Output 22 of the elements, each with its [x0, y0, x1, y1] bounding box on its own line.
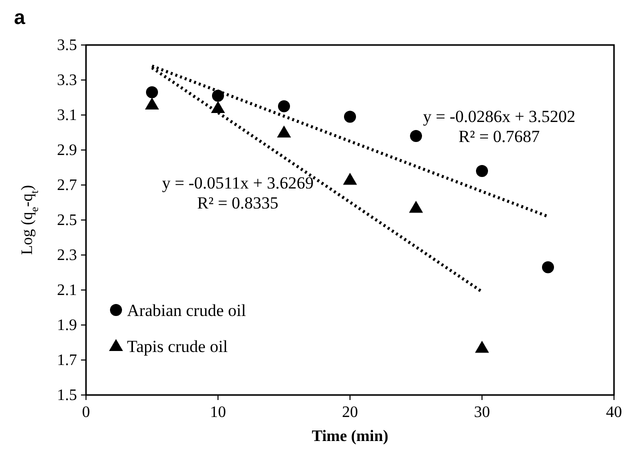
- y-tick-label: 2.9: [57, 142, 77, 159]
- annotation: y = -0.0511x + 3.6269 R² = 0.8335: [162, 174, 314, 212]
- annotation: y = -0.0286x + 3.5202 R² = 0.7687: [422, 107, 576, 146]
- y-tick-label: 1.5: [57, 387, 77, 404]
- y-tick-label: 2.5: [57, 212, 77, 229]
- legend-label: Arabian crude oil: [127, 301, 246, 320]
- x-tick-label: 20: [342, 404, 358, 421]
- x-tick-label: 30: [474, 404, 490, 421]
- x-tick-label: 40: [606, 404, 622, 421]
- x-axis-title: Time (min): [312, 428, 388, 445]
- chart-title: a: [14, 7, 26, 29]
- y-tick-label: 2.7: [57, 177, 77, 194]
- y-tick-label: 3.3: [57, 72, 77, 89]
- y-tick-label: 1.9: [57, 317, 77, 334]
- legend-label: Tapis crude oil: [127, 337, 228, 356]
- y-tick-label: 3.5: [57, 37, 77, 54]
- y-tick-label: 2.1: [57, 282, 77, 299]
- y-tick-label: 1.7: [57, 352, 77, 369]
- y-tick-label: 3.1: [57, 107, 77, 124]
- x-tick-label: 10: [210, 404, 226, 421]
- x-tick-label: 0: [82, 404, 90, 421]
- y-tick-label: 2.3: [57, 247, 77, 264]
